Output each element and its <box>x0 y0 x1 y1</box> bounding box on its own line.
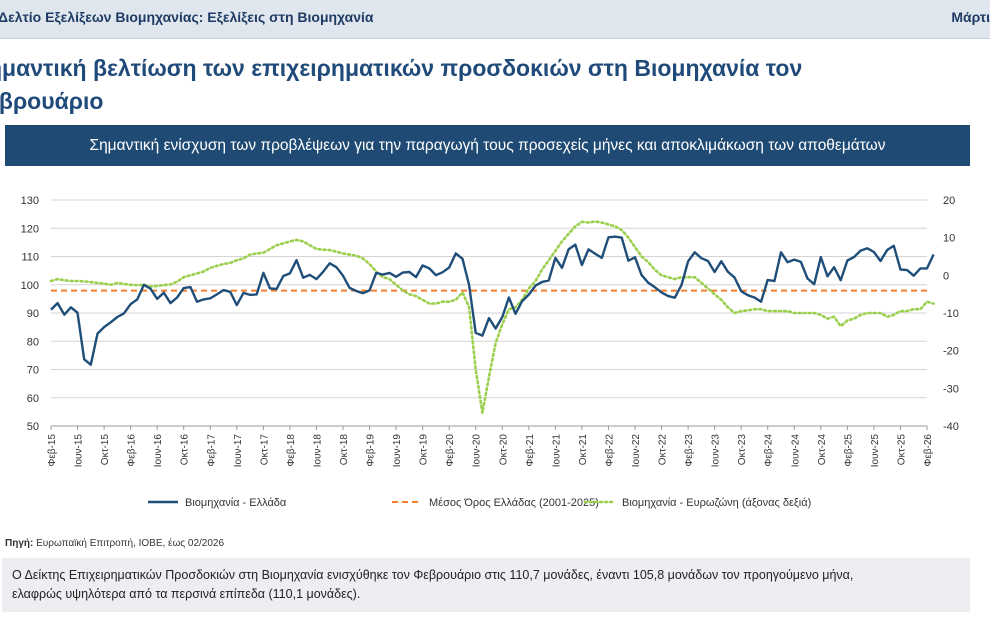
x-tick-label: Ιουν-18 <box>312 434 323 468</box>
y-left-tick-label: 120 <box>21 223 39 235</box>
x-tick-label: Φεβ-19 <box>366 434 377 467</box>
x-tick-label: Φεβ-15 <box>47 434 58 467</box>
x-tick-label: Φεβ-16 <box>127 434 138 467</box>
y-right-tick-label: 10 <box>943 233 955 245</box>
legend-label-greece: Βιομηχανία - Ελλάδα <box>185 497 287 509</box>
x-tick-label: Οκτ-21 <box>578 434 589 466</box>
y-right-tick-label: 0 <box>943 270 949 282</box>
y-left-tick-label: 90 <box>27 308 39 320</box>
y-left-tick-label: 50 <box>27 421 39 433</box>
page-title-line2: εβρουάριο <box>0 88 104 114</box>
y-right-tick-label: -20 <box>943 346 959 358</box>
y-left-tick-label: 130 <box>21 195 39 207</box>
y-left-tick-label: 60 <box>27 393 39 405</box>
x-tick-label: Φεβ-25 <box>843 434 854 467</box>
series-eurozone-line <box>49 220 935 414</box>
y-left-tick-label: 80 <box>27 336 39 348</box>
x-tick-label: Φεβ-17 <box>206 434 217 467</box>
x-tick-label: Οκτ-24 <box>817 434 828 466</box>
series-greece-line <box>50 235 935 366</box>
x-tick-label: Ιουν-19 <box>392 434 403 468</box>
x-tick-label: Οκτ-20 <box>498 434 509 466</box>
x-tick-label: Ιουν-20 <box>472 434 483 468</box>
y-left-tick-label: 70 <box>27 365 39 377</box>
report-title: Δελτίο Εξελίξεων Βιομηχανίας: Εξελίξεις … <box>0 9 374 25</box>
x-tick-label: Ιουν-24 <box>790 434 801 468</box>
x-tick-label: Οκτ-25 <box>896 434 907 466</box>
x-tick-label: Ιουν-15 <box>74 434 85 468</box>
y-right-tick-label: 20 <box>943 195 955 207</box>
source-text: Ευρωπαϊκή Επιτροπή, ΙΟΒΕ, έως 02/2026 <box>36 538 225 549</box>
y-left-tick-label: 110 <box>21 252 39 264</box>
x-tick-label: Φεβ-18 <box>286 434 297 467</box>
x-tick-label: Ιουν-23 <box>711 434 722 468</box>
commentary-line1: Ο Δείκτης Επιχειρηματικών Προσδοκιών στη… <box>12 568 854 582</box>
x-tick-label: Φεβ-21 <box>525 434 536 467</box>
report-date: Μάρτι <box>951 9 990 25</box>
x-tick-label: Φεβ-24 <box>764 434 775 467</box>
x-tick-label: Ιουν-22 <box>631 434 642 468</box>
y-left-tick-label: 100 <box>21 280 39 292</box>
x-tick-label: Φεβ-26 <box>923 434 934 467</box>
source-note: Πηγή: Ευρωπαϊκή Επιτροπή, ΙΟΒΕ, έως 02/2… <box>5 538 224 549</box>
x-tick-label: Φεβ-20 <box>445 434 456 467</box>
x-tick-label: Οκτ-17 <box>259 434 270 466</box>
x-tick-label: Φεβ-23 <box>684 434 695 467</box>
x-tick-label: Ιουν-17 <box>233 434 244 468</box>
x-tick-label: Οκτ-18 <box>339 434 350 466</box>
page-title-line1: ημαντική βελτίωση των επιχειρηματικών πρ… <box>0 55 803 81</box>
x-tick-label: Ιουν-21 <box>551 434 562 468</box>
y-right-tick-label: -30 <box>943 383 959 395</box>
commentary-box: Ο Δείκτης Επιχειρηματικών Προσδοκιών στη… <box>2 558 970 612</box>
chart-subtitle-banner: Σημαντική ενίσχυση των προβλέψεων για τη… <box>5 125 970 166</box>
x-tick-label: Οκτ-22 <box>658 434 669 466</box>
legend-label-eurozone: Βιομηχανία - Ευρωζώνη (άξονας δεξιά) <box>622 497 811 509</box>
top-bar: Δελτίο Εξελίξεων Βιομηχανίας: Εξελίξεις … <box>0 0 990 39</box>
y-right-tick-label: -10 <box>943 308 959 320</box>
y-right-tick-label: -40 <box>943 421 959 433</box>
x-tick-label: Ιουν-25 <box>870 434 881 468</box>
x-tick-label: Οκτ-16 <box>180 434 191 466</box>
x-tick-label: Οκτ-23 <box>737 434 748 466</box>
x-tick-label: Ιουν-16 <box>153 434 164 468</box>
commentary-line2: ελαφρώς υψηλότερα από τα περσινά επίπεδα… <box>12 587 361 601</box>
legend-label-average: Μέσος Όρος Ελλάδας (2001-2025) <box>429 497 599 509</box>
x-tick-label: Οκτ-19 <box>419 434 430 466</box>
x-tick-label: Οκτ-15 <box>100 434 111 466</box>
page-title: ημαντική βελτίωση των επιχειρηματικών πρ… <box>0 52 988 118</box>
line-chart: 50 60 70 80 90 100 110 120 130 -40 -30 -20 -10 0 10 20 Φ… <box>21 195 959 509</box>
x-tick-label: Φεβ-22 <box>604 434 615 467</box>
source-label: Πηγή: <box>5 538 34 549</box>
